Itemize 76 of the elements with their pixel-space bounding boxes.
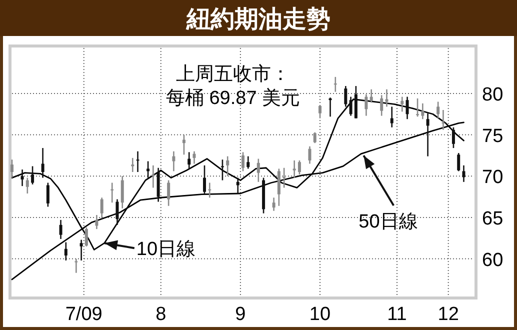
candlestick xyxy=(462,164,466,183)
candlestick xyxy=(172,150,176,172)
candlestick xyxy=(349,96,352,116)
candlestick xyxy=(364,94,368,116)
y-tick-label: 60 xyxy=(482,250,504,271)
candlestick xyxy=(436,101,440,119)
y-tick-label: 80 xyxy=(482,84,504,106)
candlestick xyxy=(282,167,286,188)
candlestick xyxy=(256,158,260,183)
candlestick xyxy=(236,177,240,194)
candlestick xyxy=(452,126,455,149)
candlestick xyxy=(110,182,114,204)
candlestick xyxy=(26,177,29,194)
candlestick xyxy=(95,214,98,230)
candlestick xyxy=(188,152,191,170)
candlestick xyxy=(313,132,316,144)
candlestick xyxy=(246,156,250,170)
candlestick xyxy=(80,239,83,262)
candlestick xyxy=(308,146,312,164)
y-tick-label: 65 xyxy=(482,208,504,230)
candlestick xyxy=(272,196,276,212)
candlestick xyxy=(277,168,280,207)
candlestick xyxy=(328,96,332,118)
candlestick xyxy=(344,85,348,108)
candlestick xyxy=(406,96,409,120)
candlestick xyxy=(416,98,420,118)
candlestick xyxy=(421,102,424,120)
candlestick xyxy=(10,158,14,178)
candlestick xyxy=(400,96,404,112)
candlestick xyxy=(31,166,34,186)
chart-title: 紐約期油走勢 xyxy=(186,6,330,33)
candlestick xyxy=(192,150,196,164)
candlestick xyxy=(20,168,24,187)
candlestick xyxy=(390,106,394,128)
candlestick xyxy=(152,164,155,188)
candlestick xyxy=(457,152,460,172)
candlestick xyxy=(41,147,44,178)
candlestick xyxy=(100,196,104,219)
candlestick xyxy=(203,164,206,194)
candlestick xyxy=(116,198,119,226)
candlestick xyxy=(74,258,78,274)
candlestick xyxy=(380,94,384,116)
candlestick xyxy=(46,182,50,208)
candlestick xyxy=(318,105,322,119)
x-tick-label: 8 xyxy=(156,304,166,325)
x-tick-label: 9 xyxy=(235,304,246,325)
annotation: 每桶 69.87 美元 xyxy=(166,87,300,109)
candlestick xyxy=(298,160,301,176)
candlestick xyxy=(167,180,170,207)
candlestick xyxy=(131,157,134,173)
candlestick xyxy=(120,175,124,210)
x-tick-label: 7/09 xyxy=(65,304,102,325)
candlestick xyxy=(334,76,337,92)
candlestick xyxy=(354,85,358,119)
candlestick xyxy=(226,156,230,177)
annotation: 上周五收市： xyxy=(176,63,290,85)
candlestick xyxy=(84,226,88,248)
y-tick-label: 70 xyxy=(482,167,504,188)
candlestick xyxy=(220,158,224,181)
x-tick-label: 12 xyxy=(438,304,459,325)
candlestick xyxy=(64,242,68,262)
candlestick xyxy=(442,109,445,130)
annotation: 10日線 xyxy=(136,239,196,260)
y-tick-label: 75 xyxy=(482,126,504,147)
candlestick xyxy=(242,152,244,172)
candlestick xyxy=(59,219,62,240)
x-tick-label: 10 xyxy=(309,304,331,325)
candlestick xyxy=(426,112,430,157)
candlestick xyxy=(182,134,186,156)
candlestick xyxy=(208,182,212,198)
x-tick-label: 11 xyxy=(387,304,407,325)
annotation: 50日線 xyxy=(358,211,418,232)
candlestick xyxy=(370,88,373,104)
candlestick xyxy=(146,160,150,178)
candlestick xyxy=(136,150,140,173)
candlestick xyxy=(292,160,296,178)
